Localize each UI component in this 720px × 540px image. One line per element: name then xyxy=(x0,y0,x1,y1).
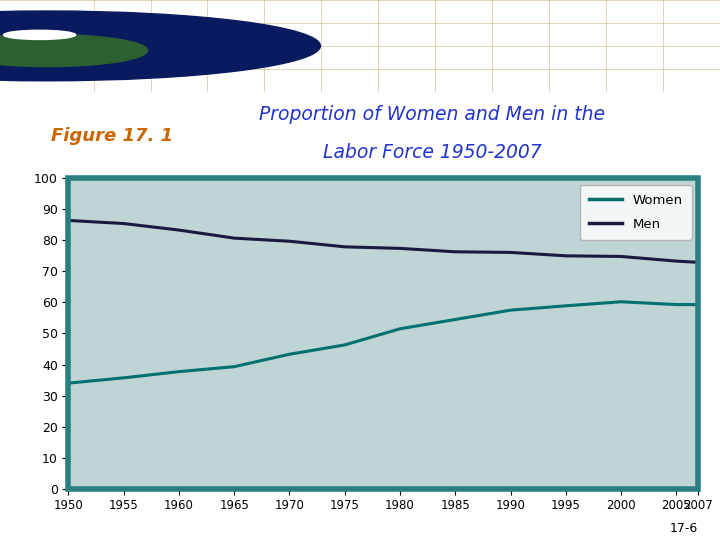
Text: Proportion of Women and Men in the: Proportion of Women and Men in the xyxy=(259,105,605,124)
Legend: Women, Men: Women, Men xyxy=(580,185,692,240)
Text: 17-6: 17-6 xyxy=(670,522,698,535)
Circle shape xyxy=(4,30,76,39)
Text: Labor Force 1950-2007: Labor Force 1950-2007 xyxy=(323,143,541,162)
Text: Figure 17. 1: Figure 17. 1 xyxy=(50,127,173,145)
Circle shape xyxy=(0,11,320,81)
Ellipse shape xyxy=(0,35,148,66)
